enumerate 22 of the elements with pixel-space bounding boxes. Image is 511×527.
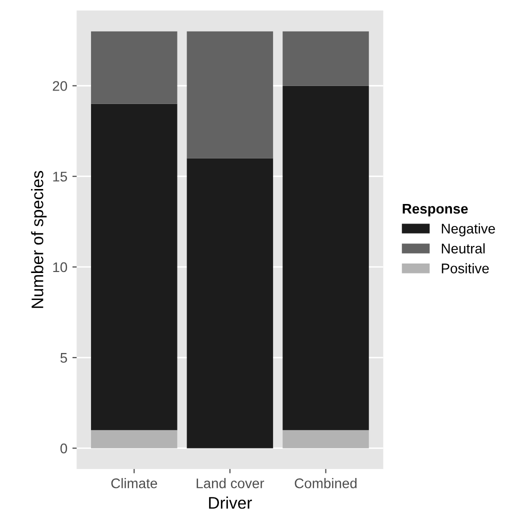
bar	[186, 158, 274, 448]
bar	[91, 430, 178, 448]
y-tick-label: 0	[60, 444, 68, 454]
x-tick-label: Combined	[294, 478, 357, 488]
bar	[282, 86, 369, 430]
x-axis-title: Driver	[209, 496, 252, 509]
x-tick-label: Land cover	[196, 478, 264, 488]
y-tick-label: 5	[60, 353, 68, 363]
bar	[282, 31, 369, 86]
bar	[91, 31, 178, 104]
legend-label: Negative	[442, 223, 495, 236]
x-tick-label: Climate	[111, 478, 158, 488]
y-axis-title: Number of species	[31, 170, 47, 308]
y-tick-label: 10	[53, 262, 68, 272]
legend-title: Response	[402, 204, 468, 216]
bar	[282, 430, 369, 448]
bar	[186, 31, 274, 158]
y-tick-label: 15	[53, 172, 68, 182]
bar	[91, 104, 178, 430]
legend-label: Neutral	[442, 243, 485, 254]
y-tick-label: 20	[52, 81, 68, 91]
legend-label: Positive	[442, 263, 489, 274]
